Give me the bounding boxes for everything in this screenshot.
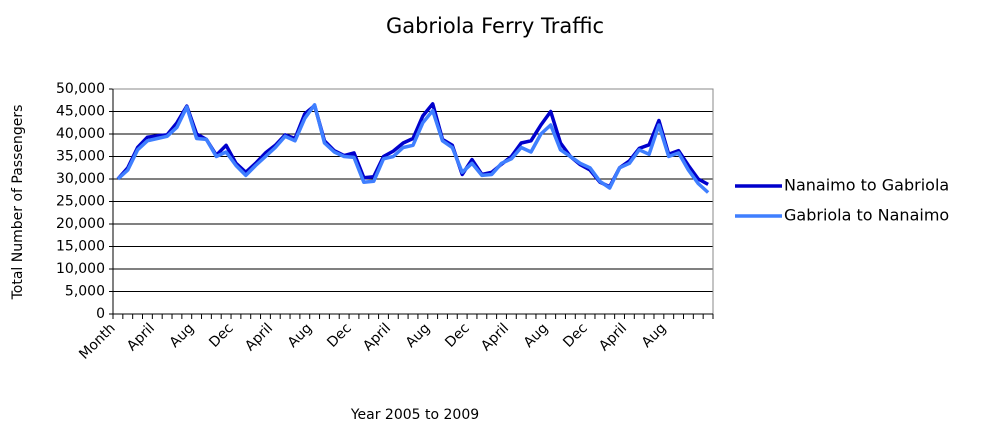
y-tick-label: 5,000 [65, 284, 105, 300]
x-tick-label: April [360, 320, 394, 354]
y-tick-label: 45,000 [56, 104, 105, 120]
legend-label: Gabriola to Nanaimo [784, 206, 949, 225]
chart-title: Gabriola Ferry Traffic [386, 14, 604, 38]
x-tick-label: April [124, 320, 158, 354]
y-tick-label: 40,000 [56, 126, 105, 142]
y-tick-label: 25,000 [56, 194, 105, 210]
x-tick-label: Aug [521, 320, 552, 351]
x-tick-label: April [478, 320, 512, 354]
y-tick-label: 0 [96, 306, 105, 322]
y-tick-label: 10,000 [56, 261, 105, 277]
x-tick-label: Dec [560, 320, 590, 350]
x-tick-label: April [596, 320, 630, 354]
y-tick-label: 30,000 [56, 171, 105, 187]
x-tick-label: Aug [403, 320, 434, 351]
x-tick-label: Aug [639, 320, 670, 351]
x-tick-label: Dec [324, 320, 354, 350]
y-tick-label: 20,000 [56, 216, 105, 232]
x-tick-label: Month [76, 320, 118, 362]
x-tick-label: Dec [442, 320, 472, 350]
x-tick-label: Dec [206, 320, 236, 350]
x-tick-label: Aug [285, 320, 316, 351]
y-tick-label: 15,000 [56, 239, 105, 255]
x-tick-label: April [242, 320, 276, 354]
y-tick-label: 35,000 [56, 149, 105, 165]
x-tick-label: Aug [167, 320, 198, 351]
x-axis-label: Year 2005 to 2009 [350, 407, 479, 423]
y-tick-label: 50,000 [56, 81, 105, 97]
series-line [116, 103, 710, 194]
y-axis-label: Total Number of Passengers [10, 105, 26, 301]
legend-label: Nanaimo to Gabriola [784, 176, 949, 195]
